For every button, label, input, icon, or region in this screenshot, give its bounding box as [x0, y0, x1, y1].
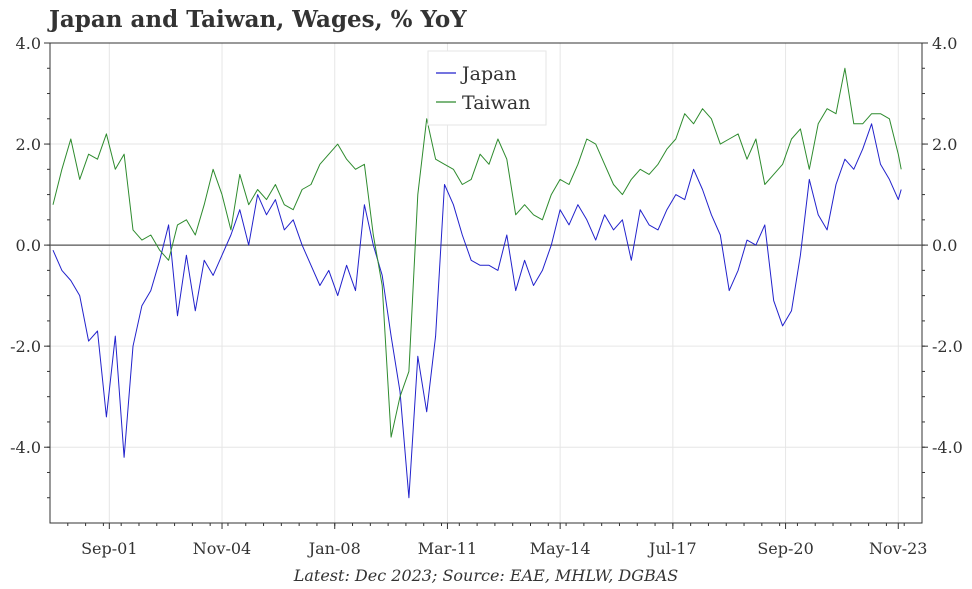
series-lines: [52, 67, 902, 499]
legend-box: [427, 50, 547, 126]
y-tick-label-right: 2.0: [932, 135, 957, 154]
series-line-japan: [52, 123, 902, 499]
chart-title: Japan and Taiwan, Wages, % YoY: [49, 6, 467, 33]
y-tick-label-right: 4.0: [932, 34, 957, 53]
x-tick-label: Sep-20: [757, 539, 813, 558]
legend-label: Japan: [460, 63, 517, 85]
axes: 4.0 4.0 2.0 2.0 0.0 0.0 -2.0 -2.0 -4.0 -4.0 Sep-01…: [10, 34, 963, 558]
y-tick-label: 4.0: [16, 34, 41, 53]
y-tick-label: -4.0: [10, 438, 41, 457]
series-line-taiwan: [52, 67, 902, 438]
x-tick-label: May-14: [530, 539, 591, 558]
x-tick-label: Jan-08: [307, 539, 361, 558]
y-tick-label-right: -4.0: [932, 438, 963, 457]
x-tick-label: Nov-04: [193, 539, 251, 558]
x-tick-label: Nov-23: [869, 539, 927, 558]
y-tick-label-right: 0.0: [932, 236, 957, 255]
legend-label: Taiwan: [462, 92, 530, 114]
source-caption: Latest: Dec 2023; Source: EAE, MHLW, DGB…: [293, 566, 679, 585]
x-tick-label: Sep-01: [81, 539, 137, 558]
y-tick-label: 0.0: [16, 236, 41, 255]
y-tick-label-right: -2.0: [932, 337, 963, 356]
y-tick-label: 2.0: [16, 135, 41, 154]
x-tick-label: Jul-17: [647, 539, 697, 558]
legend: Japan Taiwan: [427, 50, 547, 126]
plot-frame: [49, 42, 923, 524]
y-tick-label: -2.0: [10, 337, 41, 356]
x-tick-label: Mar-11: [418, 539, 477, 558]
